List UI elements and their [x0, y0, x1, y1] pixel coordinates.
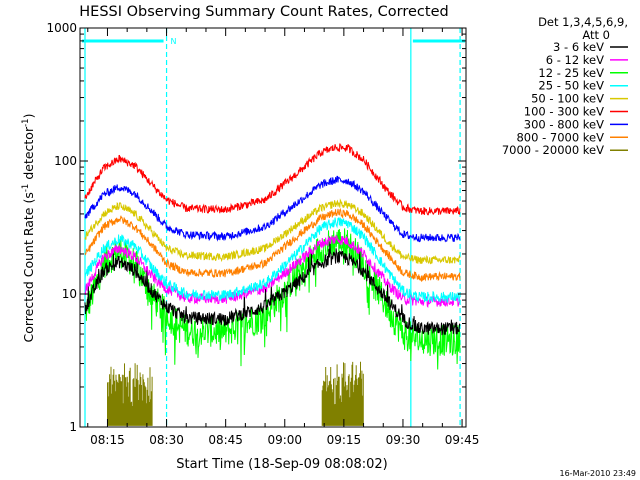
- x-tick-label: 08:45: [208, 433, 243, 447]
- legend-label: 100 - 300 keV: [524, 105, 604, 119]
- legend-label: 12 - 25 keV: [538, 66, 604, 80]
- legend-label: 3 - 6 keV: [553, 40, 604, 54]
- legend-header-line2: Att 0: [582, 28, 610, 42]
- y-tick-label: 10: [62, 287, 77, 301]
- series-line-0: [84, 241, 461, 336]
- y-tick-label: 1: [69, 420, 77, 434]
- flag-label: N: [171, 37, 177, 46]
- plot-frame: [79, 27, 467, 428]
- x-tick-label: 09:30: [386, 433, 421, 447]
- y-tick-label: 1000: [46, 21, 77, 35]
- y-axis-label: Corrected Count Rate (s-1 detector-1): [21, 114, 36, 343]
- legend-label: 50 - 100 keV: [531, 92, 604, 106]
- series-line-3: [84, 217, 461, 304]
- series-lines: [84, 143, 461, 370]
- x-axis-label: Start Time (18-Sep-09 08:08:02): [176, 457, 387, 472]
- high-band-bursts: [107, 361, 364, 426]
- series-line-5: [84, 143, 461, 216]
- x-tick-label: 09:15: [327, 433, 362, 447]
- legend-label: 800 - 7000 keV: [516, 130, 604, 144]
- series-line-7: [84, 207, 461, 283]
- flag-bars: N: [82, 37, 465, 46]
- series-line-6: [84, 175, 461, 243]
- legend-label: 7000 - 20000 keV: [502, 143, 604, 157]
- legend-header-line1: Det 1,3,4,5,6,9,: [538, 15, 628, 29]
- legend-label: 300 - 800 keV: [524, 117, 604, 131]
- y-tick-label: 100: [54, 154, 77, 168]
- burst-0: [107, 363, 153, 426]
- burst-1: [321, 361, 364, 426]
- x-tick-label: 09:45: [445, 433, 480, 447]
- x-tick-label: 09:00: [267, 433, 302, 447]
- chart-title: HESSI Observing Summary Count Rates, Cor…: [79, 4, 448, 20]
- series-line-4: [84, 198, 461, 265]
- data-gap-markers: [84, 28, 461, 427]
- footer-timestamp: 16-Mar-2010 23:49: [560, 469, 637, 478]
- x-tick-label: 08:15: [90, 433, 125, 447]
- legend-label: 6 - 12 keV: [546, 53, 604, 67]
- x-tick-label: 08:30: [149, 433, 184, 447]
- x-axis-ticks: 08:15 08:30 08:45 09:00 09:15 09:30 09:45: [87, 28, 480, 447]
- legend-label: 25 - 50 keV: [538, 79, 604, 93]
- y-axis-ticks: 1 10 100 1000: [46, 21, 466, 434]
